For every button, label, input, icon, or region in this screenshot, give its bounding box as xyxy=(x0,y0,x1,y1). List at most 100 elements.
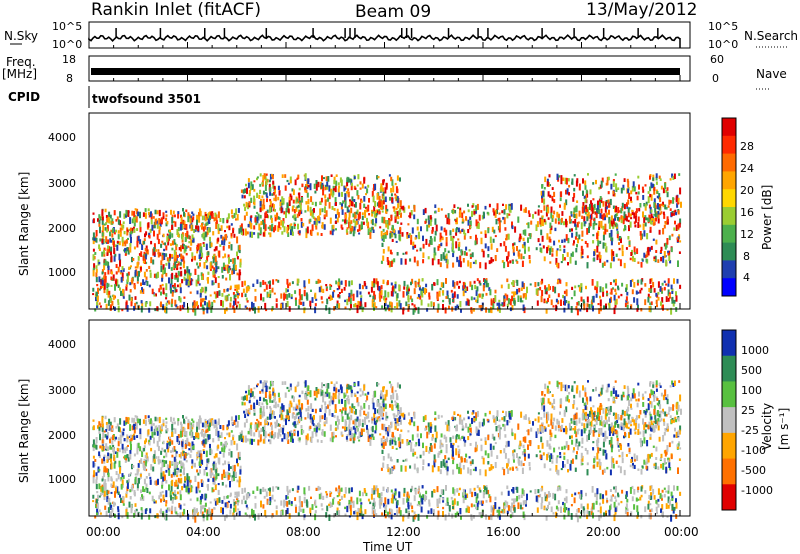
data-cell xyxy=(101,238,104,244)
data-cell xyxy=(134,477,137,484)
data-cell xyxy=(590,202,593,209)
data-cell xyxy=(467,506,470,513)
data-cell xyxy=(367,498,370,502)
data-cell xyxy=(350,185,353,191)
data-cell xyxy=(350,280,353,286)
data-cell xyxy=(193,229,196,233)
data-cell xyxy=(355,211,358,215)
data-cell xyxy=(93,263,96,270)
data-cell xyxy=(493,211,496,216)
data-cell xyxy=(418,285,421,288)
power-cbar-tick-28: 28 xyxy=(740,140,754,153)
data-cell xyxy=(130,504,133,511)
data-cell xyxy=(201,511,204,517)
data-cell xyxy=(503,261,506,269)
data-cell xyxy=(219,228,222,231)
data-cell xyxy=(440,208,443,211)
data-cell xyxy=(165,469,168,473)
data-cell xyxy=(242,189,245,194)
data-cell xyxy=(391,494,394,499)
data-cell xyxy=(585,285,587,290)
data-cell xyxy=(675,212,678,216)
data-cell xyxy=(302,508,305,514)
data-cell xyxy=(563,290,566,294)
data-cell xyxy=(598,186,601,190)
data-cell xyxy=(107,490,110,494)
data-cell xyxy=(504,500,507,504)
data-cell xyxy=(191,211,194,214)
data-cell xyxy=(201,286,204,292)
data-cell xyxy=(164,242,167,246)
data-cell xyxy=(104,479,107,483)
data-cell xyxy=(451,237,454,245)
data-cell xyxy=(168,302,171,305)
data-cell xyxy=(559,248,562,252)
data-cell xyxy=(229,503,232,509)
data-cell xyxy=(478,293,481,298)
data-cell xyxy=(560,191,563,198)
data-cell xyxy=(169,460,171,468)
data-cell xyxy=(95,230,98,237)
data-cell xyxy=(177,227,180,232)
data-cell xyxy=(633,504,636,510)
data-cell xyxy=(291,188,294,192)
data-cell xyxy=(573,290,576,297)
data-cell xyxy=(632,255,634,259)
data-cell xyxy=(639,496,642,501)
data-cell xyxy=(417,231,420,236)
data-cell xyxy=(521,507,524,510)
data-cell xyxy=(228,432,231,438)
data-cell xyxy=(265,211,268,217)
data-cell xyxy=(104,483,107,490)
data-cell xyxy=(586,510,589,514)
data-cell xyxy=(478,487,481,491)
data-cell xyxy=(279,207,282,211)
data-cell xyxy=(102,225,105,232)
data-cell xyxy=(152,423,155,426)
data-cell xyxy=(338,278,341,285)
data-cell xyxy=(324,199,327,206)
data-cell xyxy=(376,193,379,198)
data-cell xyxy=(385,223,388,228)
data-cell xyxy=(457,244,460,251)
data-cell xyxy=(299,200,302,204)
data-cell xyxy=(650,219,652,225)
data-cell xyxy=(253,225,256,230)
data-cell xyxy=(149,272,152,278)
data-cell xyxy=(149,301,152,307)
data-cell xyxy=(522,237,525,241)
data-cell xyxy=(149,419,152,424)
data-cell xyxy=(214,212,217,217)
data-cell xyxy=(658,175,661,179)
data-cell xyxy=(221,293,224,297)
data-cell xyxy=(344,299,347,303)
data-cell xyxy=(649,509,652,512)
data-cell xyxy=(577,301,580,306)
data-cell xyxy=(490,243,493,250)
data-cell xyxy=(677,202,680,205)
data-cell xyxy=(612,190,615,195)
data-cell xyxy=(406,232,409,237)
data-cell xyxy=(576,222,579,228)
data-cell xyxy=(670,514,673,522)
data-cell xyxy=(199,469,201,474)
data-cell xyxy=(176,491,179,495)
data-cell xyxy=(145,269,148,272)
data-cell xyxy=(136,488,139,491)
data-cell xyxy=(384,231,387,239)
data-cell xyxy=(105,448,107,451)
data-cell xyxy=(169,253,171,261)
data-cell xyxy=(148,418,150,422)
data-cell xyxy=(236,463,239,467)
data-cell xyxy=(396,509,399,517)
data-cell xyxy=(647,196,650,204)
data-cell xyxy=(633,489,636,495)
data-cell xyxy=(615,292,618,295)
data-cell xyxy=(321,182,324,186)
data-cell xyxy=(511,221,513,228)
data-cell xyxy=(197,243,200,250)
data-cell xyxy=(546,206,548,213)
data-cell xyxy=(213,424,216,429)
data-cell xyxy=(232,258,235,264)
data-cell xyxy=(373,501,376,507)
